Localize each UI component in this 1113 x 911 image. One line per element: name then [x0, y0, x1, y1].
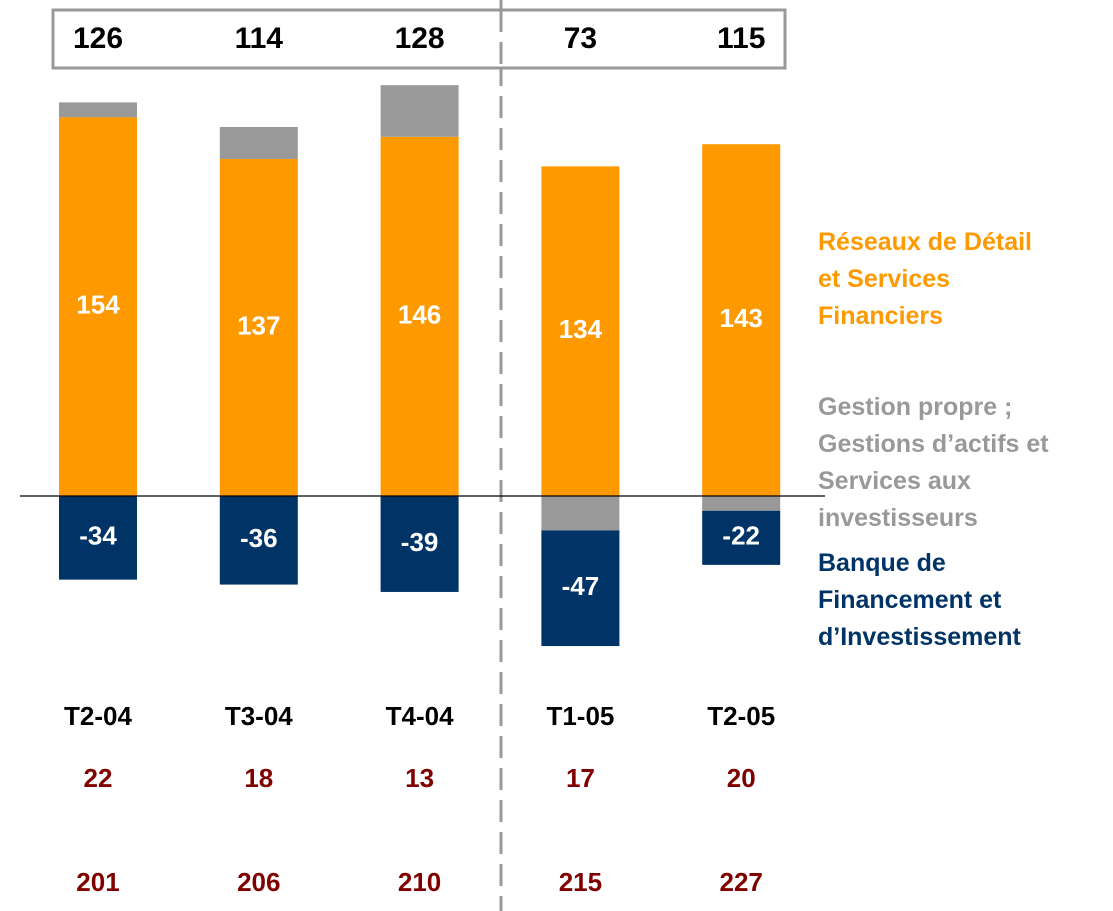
- bar-segment: [702, 510, 781, 565]
- value-label: 134: [559, 314, 603, 344]
- bar-segment: [219, 158, 298, 497]
- total-label: 114: [235, 22, 284, 55]
- x-tick-label: T2-05: [707, 701, 775, 731]
- total-label: 115: [717, 22, 765, 55]
- total-label: 128: [395, 22, 445, 55]
- bar-segment: [702, 144, 781, 496]
- value-label: -36: [240, 523, 278, 553]
- value-label: -34: [79, 521, 117, 551]
- bar-segment: [541, 166, 620, 497]
- bar-segment: [541, 530, 620, 647]
- value-label: -22: [722, 521, 760, 551]
- bar-segment: [380, 496, 459, 592]
- legend-entry: Gestion propre ; Gestions d’actifs et Se…: [818, 393, 1049, 532]
- bar-segment: [380, 136, 459, 496]
- legend-entry: Réseaux de Détail et Services Financiers: [818, 228, 1032, 330]
- bar-segment: [541, 496, 620, 531]
- value-label: 154: [76, 289, 120, 319]
- value-label: 143: [720, 303, 763, 333]
- row-value: 206: [237, 867, 280, 897]
- value-label: 146: [398, 299, 441, 329]
- row-value: 227: [720, 867, 763, 897]
- x-tick-label: T1-05: [546, 701, 614, 731]
- row-value: 17: [566, 763, 595, 793]
- x-tick-label: T2-04: [64, 701, 132, 731]
- row-value: 201: [76, 867, 119, 897]
- bar-segment: [59, 102, 137, 118]
- value-label: 137: [237, 310, 280, 340]
- x-tick-label: T4-04: [386, 701, 454, 731]
- bar-segment: [59, 117, 137, 496]
- value-label: -47: [562, 571, 600, 601]
- totals-box: [51, 8, 787, 70]
- row-value: 13: [405, 763, 434, 793]
- value-label: -39: [401, 527, 439, 557]
- row-value: 210: [398, 867, 441, 897]
- total-label: 126: [73, 22, 123, 55]
- x-tick-label: T3-04: [225, 701, 293, 731]
- bar-segment: [702, 496, 781, 511]
- row-value: 215: [559, 867, 602, 897]
- bar-segment: [59, 496, 137, 580]
- total-label: 73: [564, 22, 597, 55]
- bar-segment: [219, 496, 298, 585]
- legend-entry: Banque de Financement et d’Investissemen…: [818, 549, 1021, 651]
- row-value: 20: [727, 763, 756, 793]
- row-value: 22: [84, 763, 113, 793]
- bar-segment: [380, 85, 459, 137]
- bar-segment: [219, 127, 298, 159]
- row-value: 18: [244, 763, 273, 793]
